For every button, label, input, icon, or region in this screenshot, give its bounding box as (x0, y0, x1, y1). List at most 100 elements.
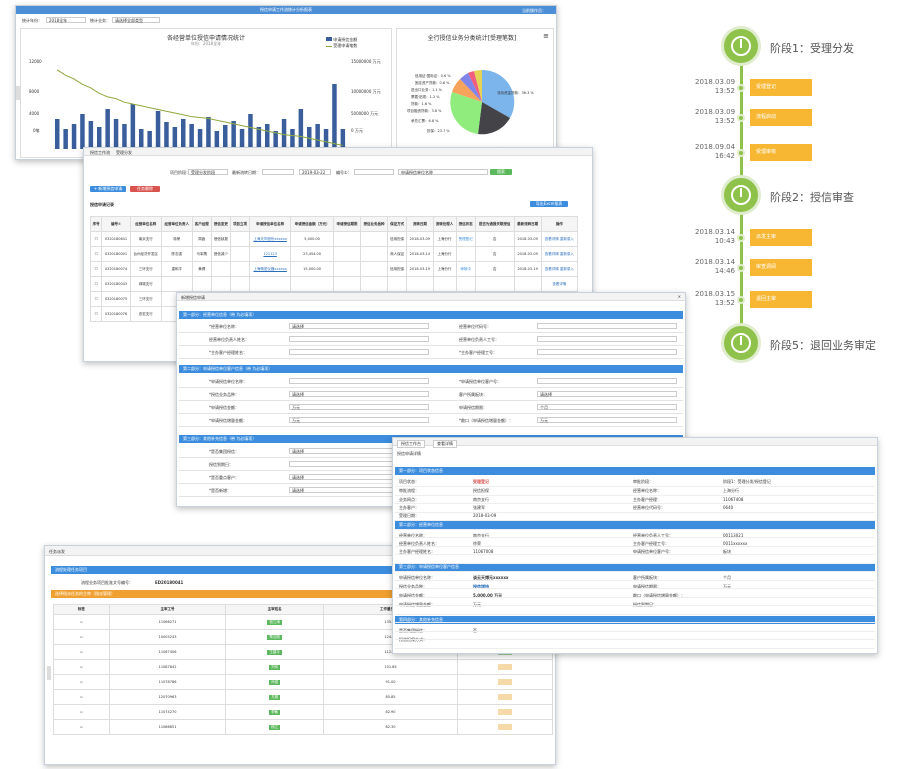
column-header[interactable]: 授信状态 (455, 216, 476, 232)
field-input[interactable]: 个月 (537, 404, 677, 410)
column-header[interactable]: 流转日期 (406, 216, 434, 232)
assign-cell[interactable] (457, 659, 553, 675)
cell-app[interactable] (249, 276, 292, 292)
app-name-input[interactable]: 申请授信单位名称 (398, 169, 488, 175)
assign-cell[interactable] (457, 674, 553, 690)
column-header[interactable]: 流转处理人 (432, 216, 457, 232)
row-checkbox[interactable]: ☐ (89, 246, 103, 262)
assign-button[interactable] (498, 708, 512, 715)
export-excel-button[interactable]: 导出Excel报表 (530, 201, 568, 207)
field-input[interactable]: 请选择 (289, 391, 429, 397)
app-no-input[interactable] (354, 169, 394, 175)
column-header[interactable]: 项目立项 (229, 216, 251, 232)
bar (164, 122, 169, 149)
reviewer-row[interactable]: ▫ 12070963 方超 85.85 (53, 689, 553, 705)
column-header[interactable]: 序号 (89, 216, 103, 232)
table-row[interactable]: ☐ 0320180043 绿城支行 查看详情 (89, 276, 579, 292)
event-label[interactable]: 流程启动 (750, 109, 812, 126)
field-input[interactable]: 万元 (537, 417, 677, 423)
event-label[interactable]: 受理审核 (750, 144, 812, 161)
assign-cell[interactable] (457, 689, 553, 705)
column-header[interactable]: 操作 (540, 216, 579, 232)
assign-button[interactable] (498, 693, 512, 700)
reviewer-row[interactable]: ▫ 11078786 孙强 91.00 (53, 674, 553, 690)
new-application-button[interactable]: + 新增授信申请 (90, 186, 126, 192)
field-input[interactable] (537, 323, 677, 329)
reviewer-row[interactable]: ▫ 11086651 杨立 82.30 (53, 719, 553, 735)
column-header[interactable]: 申请授信金额（万元） (290, 216, 334, 232)
row-checkbox[interactable]: ☐ (89, 261, 103, 277)
event-label[interactable]: 审查调阅 (750, 259, 812, 276)
date-to[interactable]: 2019-03-22 (299, 169, 331, 175)
collapse-handle[interactable] (47, 666, 51, 680)
table-row[interactable]: ☐ 0320180641 南京支行 徐荣 周鑫 授信续报 上海天华股份xxxxxx 5,000… (89, 231, 579, 247)
stage-2-label: 阶段2：授信审查 (770, 191, 854, 204)
cell-op[interactable]: 查看详情 (540, 276, 579, 292)
cell-op[interactable]: 查看详情 重新录入 (540, 261, 579, 277)
field-input[interactable] (289, 349, 429, 355)
column-header[interactable]: 编号① (101, 216, 131, 232)
row-checkbox[interactable]: ☐ (89, 306, 103, 322)
assign-button[interactable] (498, 663, 512, 670)
column-header[interactable]: 授信变更 (210, 216, 232, 232)
field-input[interactable]: 万元 (289, 404, 429, 410)
cell-app[interactable]: 121123 (249, 246, 292, 262)
row-checkbox[interactable]: ☐ (89, 276, 103, 292)
cell-op[interactable]: 查看详情 重新录入 (540, 246, 579, 262)
business-select[interactable]: 请选择全部类型 (112, 17, 160, 23)
field-input[interactable] (537, 378, 677, 384)
workflow-timeline: 阶段1：受理分发 阶段2：授信审查 阶段5：退回业务审定 2018.03.09 1… (690, 0, 898, 380)
date-from[interactable] (262, 169, 294, 175)
cell-app[interactable]: 上海天华股份xxxxxx (249, 231, 292, 247)
table-row[interactable]: ☐ 0320180074 三环支行 重和平 黄健 上海精密仪器xxxxxx 15,000.0… (89, 261, 579, 277)
table-row[interactable]: ☐ 0320180001 台州经济开发区 陈志强 马军鹰 授信减少 121123 23,454… (89, 246, 579, 262)
column-header[interactable]: 是否为通报关联授信 (474, 216, 515, 232)
cell-app[interactable]: 上海精密仪器xxxxxx (249, 261, 292, 277)
field-input[interactable]: 万元 (289, 417, 429, 423)
reviewer-id: 11078786 (108, 674, 227, 690)
column-header[interactable]: 申请授信期限 (332, 216, 362, 232)
event-label[interactable]: 退回主审 (750, 291, 812, 308)
field-input[interactable] (537, 349, 677, 355)
year-select[interactable]: 2018全年 (46, 17, 86, 23)
row-checkbox[interactable]: ☐ (89, 231, 103, 247)
column-header[interactable]: 经营单位负责人 (160, 216, 193, 232)
reviewer-row[interactable]: ▫ 11074270 李敏 82.90 (53, 704, 553, 720)
breadcrumb-home[interactable]: 授信工作流 (90, 150, 110, 155)
assign-cell[interactable] (457, 719, 553, 735)
collapse-handle[interactable] (16, 86, 20, 100)
cell-op[interactable]: 查看详情 重新录入 (540, 231, 579, 247)
column-header[interactable]: 客户经理 (191, 216, 212, 232)
reviewer-name: 蔡志刚 (225, 629, 324, 645)
event-label[interactable]: 派发主审 (750, 229, 812, 246)
area-select[interactable]: 受理分发阶段 (188, 169, 228, 175)
reviewer-name: 杨立 (225, 719, 324, 735)
column-header[interactable]: 授信业务品种 (360, 216, 389, 232)
column-header[interactable]: 申请授信单位名称 (249, 216, 292, 232)
count-line (56, 69, 343, 146)
field-input[interactable]: 请选择 (289, 323, 429, 329)
row-checkbox[interactable]: ☐ (89, 291, 103, 307)
column-header[interactable]: 最新流转日期 (513, 216, 542, 232)
field-input[interactable]: 请选择 (537, 391, 677, 397)
column-header[interactable]: 保证方式 (387, 216, 408, 232)
column-header[interactable]: 经营单位名称 (129, 216, 162, 232)
menu-icon[interactable]: ≡ (543, 32, 549, 40)
tab-detail[interactable]: 查看详情 (433, 440, 457, 448)
pie-label: 票据·贴现：1.2 % (411, 95, 440, 99)
reviewer-row[interactable]: ▫ 11087842 刘伟 101.65 (53, 659, 553, 675)
cell-chg (210, 276, 232, 292)
field-input[interactable] (537, 336, 677, 342)
assign-cell[interactable] (457, 704, 553, 720)
tab-workbench[interactable]: 授信工作台 (397, 440, 425, 448)
delete-task-button[interactable]: 任务删除 (130, 186, 160, 192)
field-input[interactable] (289, 336, 429, 342)
assign-button[interactable] (498, 678, 512, 685)
assign-button[interactable] (498, 723, 512, 730)
search-button[interactable]: 搜索 (490, 169, 512, 175)
column-header: 主审姓名 (225, 604, 324, 615)
event-time: 13:52 (714, 299, 735, 307)
field-input[interactable] (289, 378, 429, 384)
close-icon[interactable]: × (677, 294, 681, 299)
event-label[interactable]: 受理登记 (750, 79, 812, 96)
